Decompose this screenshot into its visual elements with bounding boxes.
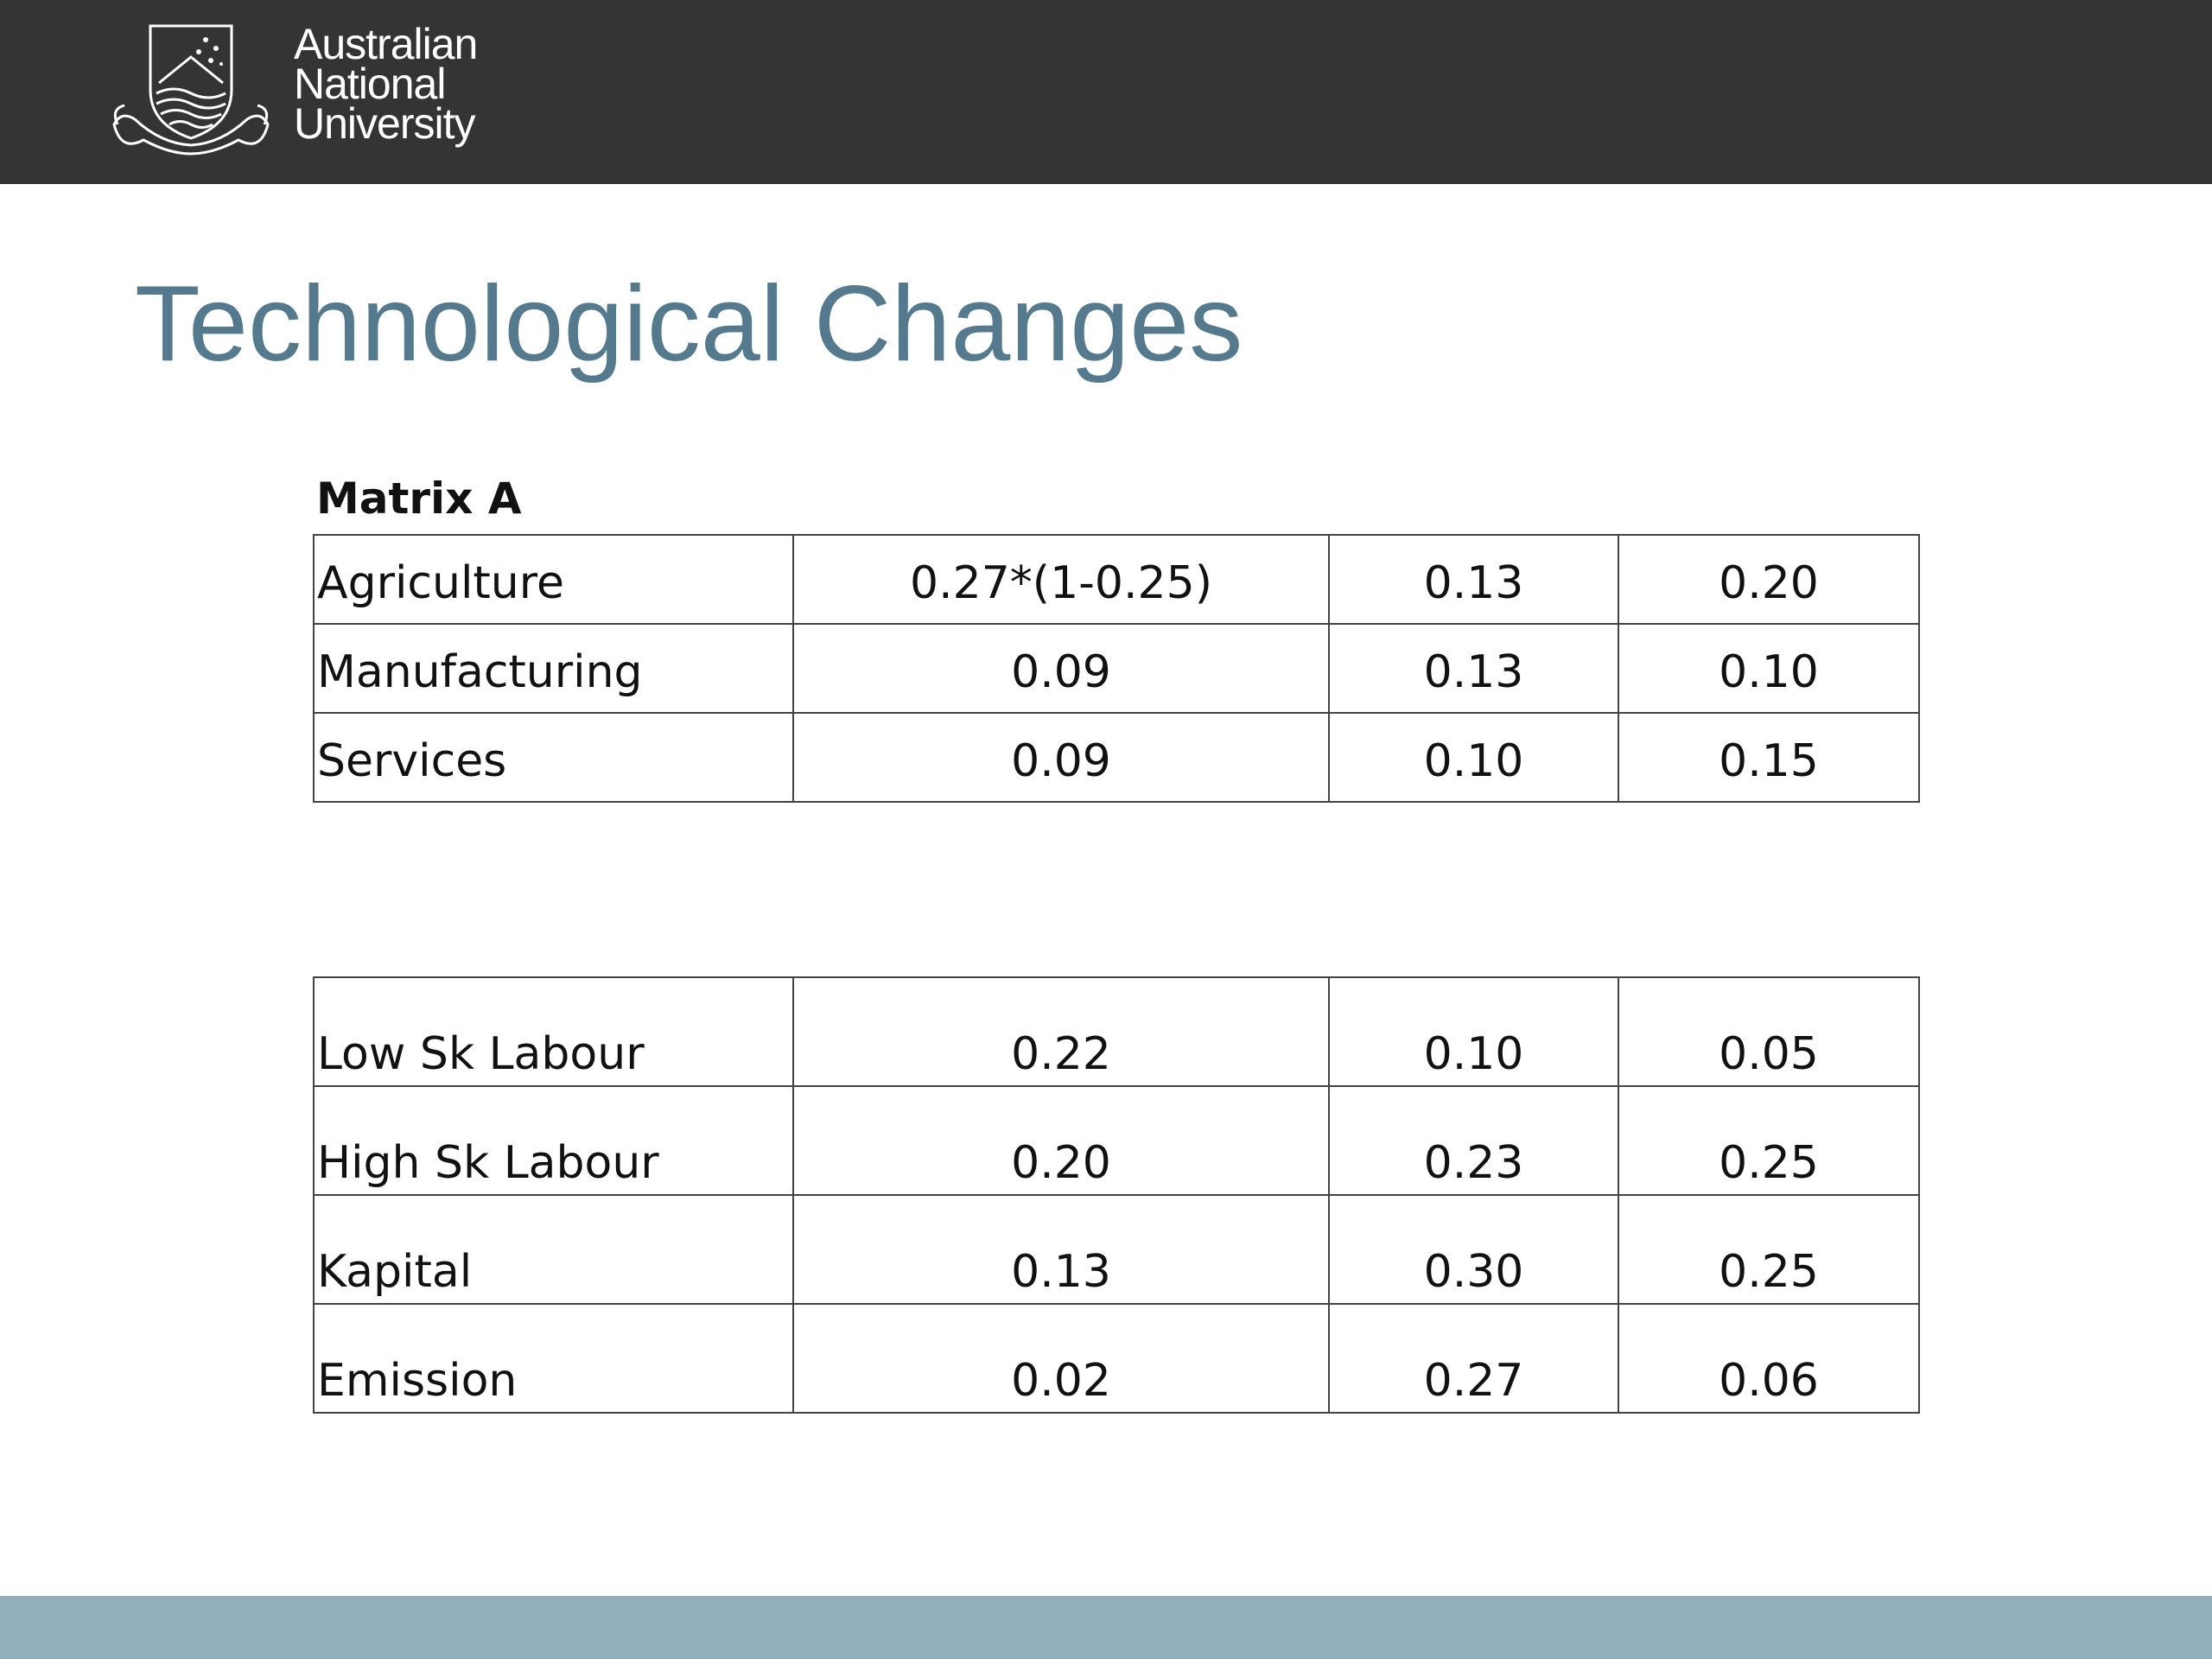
cell-value: 0.10 xyxy=(1328,712,1619,803)
row-label: Low Sk Labour xyxy=(313,976,794,1087)
cell-value: 0.25 xyxy=(1618,1194,1920,1305)
table-row: High Sk Labour 0.20 0.23 0.25 xyxy=(313,1085,1920,1196)
anu-crest-icon xyxy=(112,24,270,156)
table-row: Kapital 0.13 0.30 0.25 xyxy=(313,1194,1920,1305)
cell-value: 0.27*(1-0.25) xyxy=(792,534,1330,625)
row-label: Services xyxy=(313,712,794,803)
matrix-a-table: Agriculture 0.27*(1-0.25) 0.13 0.20 Manu… xyxy=(313,534,1920,803)
cell-value: 0.06 xyxy=(1618,1303,1920,1414)
cell-value: 0.13 xyxy=(792,1194,1330,1305)
cell-value: 0.09 xyxy=(792,712,1330,803)
cell-value: 0.20 xyxy=(792,1085,1330,1196)
table-row: Agriculture 0.27*(1-0.25) 0.13 0.20 xyxy=(313,534,1920,625)
cell-value: 0.25 xyxy=(1618,1085,1920,1196)
row-label: High Sk Labour xyxy=(313,1085,794,1196)
cell-value: 0.22 xyxy=(792,976,1330,1087)
cell-value: 0.13 xyxy=(1328,623,1619,714)
footer-bar xyxy=(0,1596,2212,1659)
table-row: Services 0.09 0.10 0.15 xyxy=(313,712,1920,803)
table-row: Emission 0.02 0.27 0.06 xyxy=(313,1303,1920,1414)
row-label: Agriculture xyxy=(313,534,794,625)
cell-value: 0.02 xyxy=(792,1303,1330,1414)
cell-value: 0.27 xyxy=(1328,1303,1619,1414)
matrix-label: Matrix A xyxy=(316,474,522,524)
cell-value: 0.20 xyxy=(1618,534,1920,625)
cell-value: 0.05 xyxy=(1618,976,1920,1087)
wordmark-line-3: University xyxy=(294,99,475,148)
wordmark-line-1: Australian xyxy=(294,20,478,68)
factor-table: Low Sk Labour 0.22 0.10 0.05 High Sk Lab… xyxy=(313,976,1920,1414)
cell-value: 0.10 xyxy=(1618,623,1920,714)
row-label: Emission xyxy=(313,1303,794,1414)
wordmark-line-2: National xyxy=(294,60,446,108)
cell-value: 0.15 xyxy=(1618,712,1920,803)
cell-value: 0.23 xyxy=(1328,1085,1619,1196)
cell-value: 0.13 xyxy=(1328,534,1619,625)
table-row: Manufacturing 0.09 0.13 0.10 xyxy=(313,623,1920,714)
header-bar: Australian National University xyxy=(0,0,2212,184)
cell-value: 0.30 xyxy=(1328,1194,1619,1305)
table-row: Low Sk Labour 0.22 0.10 0.05 xyxy=(313,976,1920,1087)
cell-value: 0.10 xyxy=(1328,976,1619,1087)
row-label: Manufacturing xyxy=(313,623,794,714)
university-wordmark: Australian National University xyxy=(294,20,478,148)
cell-value: 0.09 xyxy=(792,623,1330,714)
slide-title: Technological Changes xyxy=(135,264,1243,384)
row-label: Kapital xyxy=(313,1194,794,1305)
